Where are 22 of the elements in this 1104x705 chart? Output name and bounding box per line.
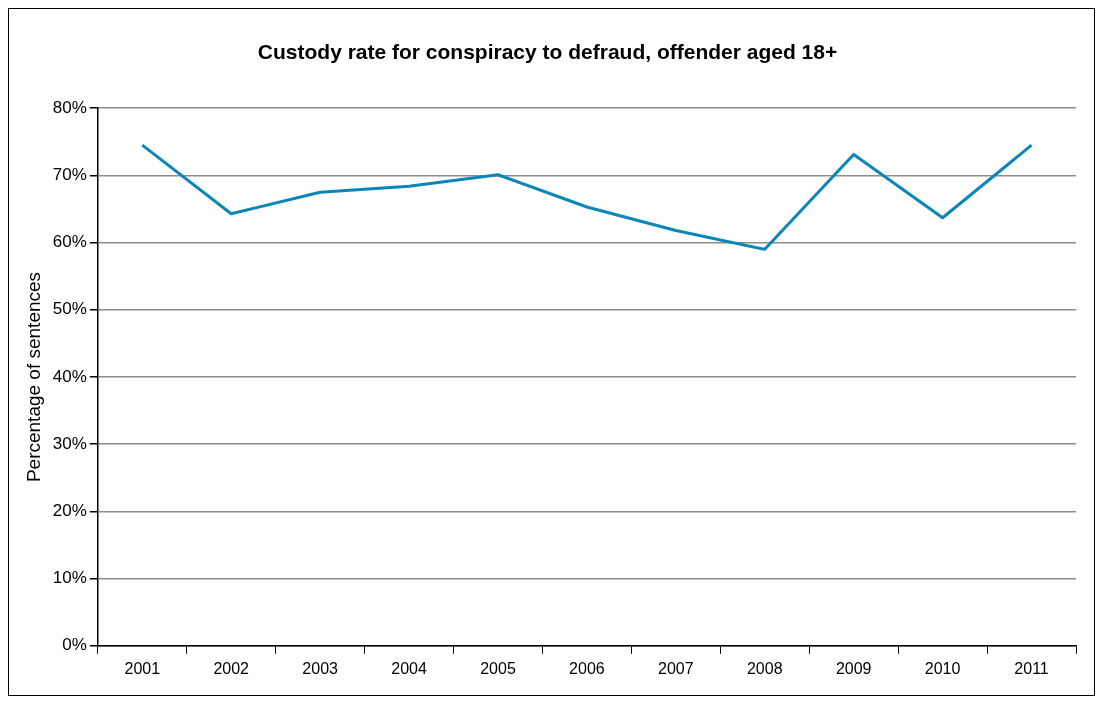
y-tick-label: 40% [52,366,87,386]
x-tick-label: 2003 [302,659,339,677]
x-tick-label: 2002 [213,659,250,677]
y-tick-label: 20% [52,501,87,521]
y-tick-label: 10% [52,568,87,588]
y-tick-label: 80% [52,97,87,117]
x-tick-label: 2009 [835,659,872,677]
chart-title: Custody rate for conspiracy to defraud, offender aged 18+ [257,40,838,64]
x-tick-label: 2005 [480,659,516,677]
x-tick-label: 2011 [1014,659,1049,677]
x-tick-label: 2010 [924,659,961,677]
y-axis-title: Percentage of sentences [22,271,44,483]
x-tick-label: 2006 [569,659,605,677]
x-tick-label: 2001 [124,659,161,677]
y-tick-label: 0% [62,635,87,655]
y-tick-label: 70% [52,165,87,185]
x-tick-label: 2008 [746,659,783,677]
y-tick-label: 30% [52,433,87,453]
y-tick-label: 60% [52,232,87,252]
y-tick-label: 50% [52,299,87,319]
x-tick-label: 2007 [658,659,694,677]
x-tick-label: 2004 [391,659,427,677]
